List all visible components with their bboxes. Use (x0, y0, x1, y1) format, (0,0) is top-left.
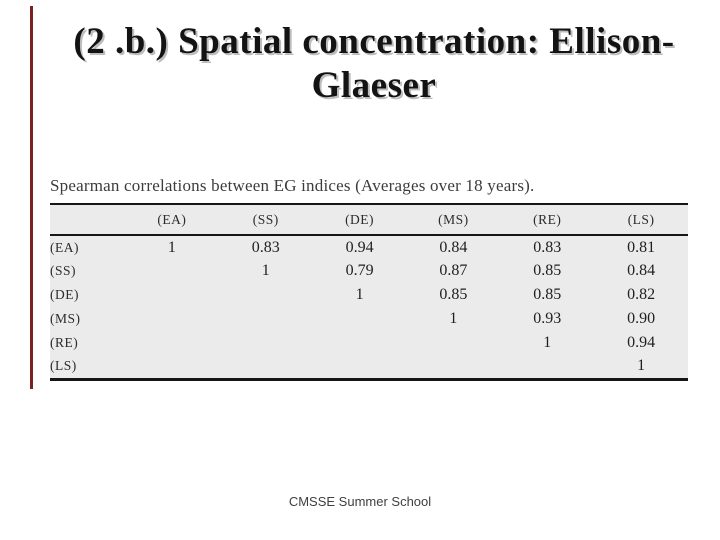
correlation-table-header: (EA) (SS) (DE) (MS) (RE) (LS) (50, 204, 688, 235)
cell-value (406, 331, 500, 355)
cell-value: 0.93 (533, 310, 562, 327)
cell-value: 0.87 (439, 262, 468, 279)
row-label-ea: (EA) (50, 239, 79, 255)
table-row-de: (DE) 1 0.85 0.85 0.82 (50, 283, 688, 307)
left-accent-bar (30, 6, 33, 389)
cell-value: 1 (449, 310, 458, 327)
cell-value: 0.85 (533, 286, 562, 303)
table-caption: Spearman correlations between EG indices… (50, 176, 535, 195)
column-header-re: (RE) (533, 211, 562, 227)
table-row-ms: (MS) 1 0.93 0.90 (50, 307, 688, 331)
correlation-table: (EA) (SS) (DE) (MS) (RE) (LS) (EA) 1 0.83 0.94 0.… (50, 203, 688, 381)
cell-value (125, 355, 219, 379)
slide-title: (2 .b.) Spatial concentration: Ellison- G… (40, 20, 708, 108)
slide-footer: CMSSE Summer School (288, 494, 432, 509)
cell-value: 0.85 (533, 262, 562, 279)
cell-value (500, 355, 594, 379)
cell-value (125, 259, 219, 283)
correlation-table-body: (EA) 1 0.83 0.94 0.84 0.83 0.81 (SS) 1 0.79 0.87 0.… (50, 235, 688, 379)
table-row-re: (RE) 1 0.94 (50, 331, 688, 355)
table-row-ls: (LS) 1 (50, 355, 688, 379)
cell-value (219, 307, 313, 331)
table-row-ss: (SS) 1 0.79 0.87 0.85 0.84 (50, 259, 688, 283)
column-header-de: (DE) (345, 211, 375, 227)
corner-cell (50, 204, 125, 235)
cell-value (313, 355, 407, 379)
cell-value: 0.79 (345, 262, 374, 279)
cell-value (313, 307, 407, 331)
table-row-ea: (EA) 1 0.83 0.94 0.84 0.83 0.81 (50, 235, 688, 259)
cell-value: 0.94 (345, 238, 374, 256)
row-label-ls: (LS) (50, 358, 77, 374)
cell-value: 1 (355, 286, 364, 303)
cell-value (125, 307, 219, 331)
cell-value: 0.81 (627, 238, 656, 256)
cell-value: 0.84 (627, 262, 656, 279)
cell-value (125, 331, 219, 355)
cell-value: 1 (637, 357, 646, 375)
cell-value (219, 355, 313, 379)
row-label-re: (RE) (50, 335, 79, 350)
column-header-ls: (LS) (627, 211, 655, 227)
column-header-ms: (MS) (438, 211, 469, 227)
title-line-1: (2 .b.) Spatial concentration: Ellison- (73, 21, 675, 62)
cell-value (313, 331, 407, 355)
cell-value: 1 (261, 262, 270, 279)
cell-value (125, 283, 219, 307)
row-label-ss: (SS) (50, 263, 77, 278)
row-label-ms: (MS) (50, 311, 81, 326)
cell-value: 1 (543, 334, 552, 351)
cell-value (219, 283, 313, 307)
title-line-2: Glaeser (311, 65, 437, 106)
column-header-ss: (SS) (252, 211, 279, 227)
row-label-de: (DE) (50, 287, 79, 302)
cell-value: 0.83 (533, 238, 562, 256)
cell-value: 1 (167, 238, 176, 256)
cell-value: 0.94 (627, 334, 656, 351)
cell-value: 0.90 (627, 310, 656, 327)
cell-value: 0.82 (627, 286, 656, 303)
cell-value: 0.84 (439, 238, 468, 256)
cell-value (406, 355, 500, 379)
header-row: (EA) (SS) (DE) (MS) (RE) (LS) (50, 204, 688, 235)
cell-value: 0.83 (251, 238, 280, 256)
cell-value (219, 331, 313, 355)
cell-value: 0.85 (439, 286, 468, 303)
column-header-ea: (EA) (157, 211, 187, 227)
